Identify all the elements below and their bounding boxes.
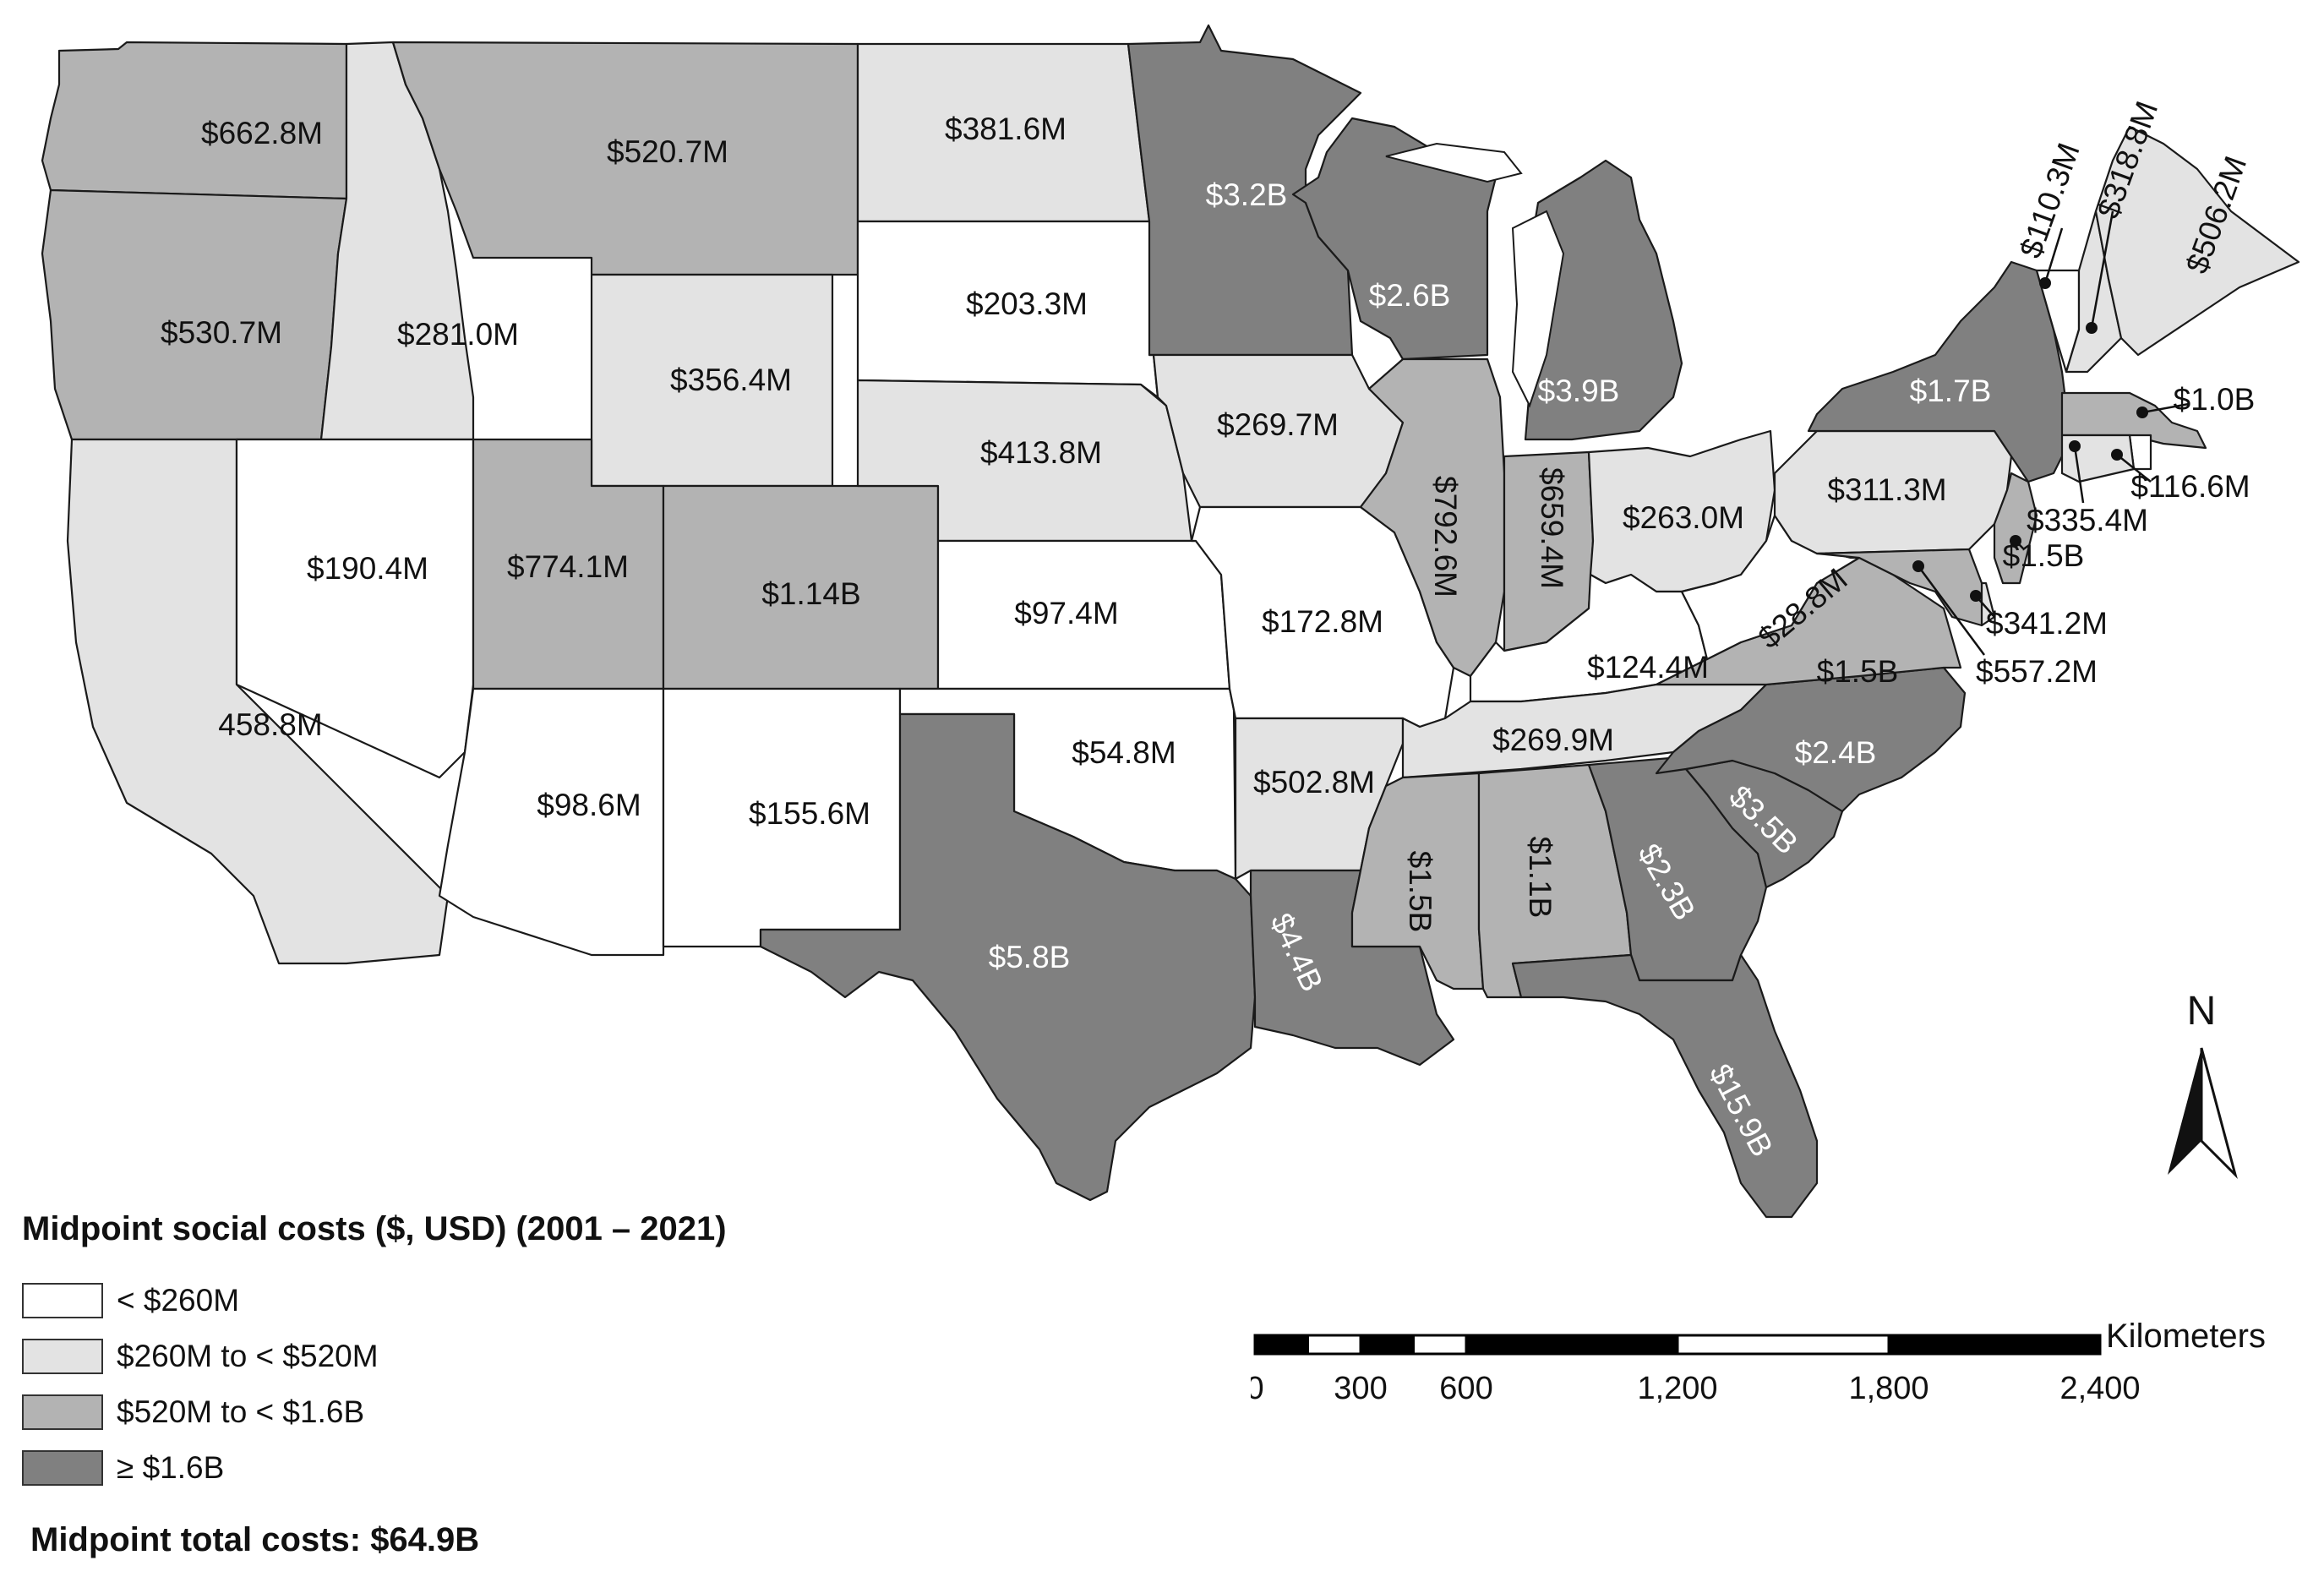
legend-swatch xyxy=(22,1394,103,1430)
state-label-ar: $502.8M xyxy=(1253,765,1375,799)
state-label-mi: $3.9B xyxy=(1538,374,1620,408)
state-label-tn: $269.9M xyxy=(1492,723,1614,757)
leader-line-vt xyxy=(2043,227,2064,284)
state-label-md: $557.2M xyxy=(1976,654,2098,689)
state-label-al: $1.1B xyxy=(1523,837,1558,919)
state-label-sd: $203.3M xyxy=(966,286,1088,321)
state-label-ok: $54.8M xyxy=(1072,735,1176,770)
state-label-ia: $269.7M xyxy=(1217,407,1339,442)
us-choropleth-map: $662.8M $530.7M 458.8M $281.0M $190.4M $520.7… xyxy=(41,24,2300,1219)
leader-dot-ma xyxy=(2136,407,2148,418)
state-label-mt: $520.7M xyxy=(607,134,728,169)
legend-item: ≥ $1.6B xyxy=(22,1448,224,1488)
lake-1 xyxy=(1385,142,1523,183)
scale-bar-tick: 1,800 xyxy=(1848,1371,1928,1406)
state-label-va: $1.5B xyxy=(1817,654,1899,689)
state-nc xyxy=(1655,666,1967,813)
state-label-mo: $172.8M xyxy=(1262,604,1383,639)
state-il xyxy=(1359,357,1506,678)
state-label-ks: $97.4M xyxy=(1014,596,1118,630)
legend-label: $520M to < $1.6B xyxy=(117,1394,365,1429)
state-nj xyxy=(1993,472,2038,585)
legend-item: $260M to < $520M xyxy=(22,1336,379,1377)
state-label-ms: $1.5B xyxy=(1403,851,1437,933)
leader-line-ct xyxy=(2073,445,2085,504)
state-label-ri: $116.6M xyxy=(2130,469,2250,504)
scale-bar-tick: 0 xyxy=(1251,1371,1264,1406)
legend-swatch xyxy=(22,1450,103,1486)
state-label-wa: $662.8M xyxy=(201,116,323,150)
state-label-vt: $110.3M xyxy=(2013,139,2087,263)
state-label-mn: $3.2B xyxy=(1206,177,1288,212)
leader-line-ma xyxy=(2141,402,2190,414)
state-label-il: $792.6M xyxy=(1428,476,1463,598)
legend-item: $520M to < $1.6B xyxy=(22,1392,364,1432)
state-md xyxy=(1815,548,1983,627)
leader-dot-de xyxy=(1970,590,1982,602)
state-label-wy: $356.4M xyxy=(670,363,792,397)
state-label-ky: $124.4M xyxy=(1587,650,1709,685)
leader-dot-nh xyxy=(2086,322,2098,334)
state-label-az: $98.6M xyxy=(537,788,641,822)
leader-dot-nj xyxy=(2010,535,2021,547)
state-label-nj: $1.5B xyxy=(2003,538,2085,573)
scale-bar-tick: 1,200 xyxy=(1637,1371,1717,1406)
scale-bar-segment xyxy=(1887,1334,2102,1356)
leader-line-nh xyxy=(2090,210,2114,329)
state-wi xyxy=(1291,117,1498,361)
scale-bar-segment xyxy=(1412,1334,1468,1356)
total-costs-text: Midpoint total costs: $64.9B xyxy=(30,1521,480,1558)
state-me xyxy=(2094,125,2300,357)
state-label-or: $530.7M xyxy=(161,315,282,350)
legend-item: < $260M xyxy=(22,1280,239,1321)
state-label-ct: $335.4M xyxy=(2027,503,2148,537)
leader-dot-ct xyxy=(2069,440,2081,452)
state-label-ny: $1.7B xyxy=(1910,374,1992,408)
scale-bar-unit: Kilometers xyxy=(2106,1318,2266,1355)
leader-line-ri xyxy=(2116,454,2152,483)
north-arrow-icon: N xyxy=(2168,989,2238,1180)
legend-label: ≥ $1.6B xyxy=(117,1450,225,1485)
leader-dot-ri xyxy=(2111,449,2123,461)
state-ca xyxy=(66,438,450,965)
scale-bar-segment xyxy=(1465,1334,1679,1356)
leader-line-md xyxy=(1917,565,1986,656)
state-label-nm: $155.6M xyxy=(749,796,870,831)
state-label-nv: $190.4M xyxy=(307,551,428,586)
state-label-ma: $1.0B xyxy=(2174,382,2256,417)
state-label-nc: $2.4B xyxy=(1795,735,1877,770)
scale-bar-tick: 300 xyxy=(1334,1371,1387,1406)
state-label-id: $281.0M xyxy=(397,317,519,352)
state-label-wi: $2.6B xyxy=(1369,278,1451,313)
state-tx xyxy=(759,712,1257,1202)
leader-dot-vt xyxy=(2039,277,2051,289)
state-fl xyxy=(1511,953,1819,1219)
north-label: N xyxy=(2187,989,2217,1034)
scale-bar-tick: 2,400 xyxy=(2059,1371,2140,1406)
state-label-co: $1.14B xyxy=(761,576,860,611)
state-label-ut: $774.1M xyxy=(507,549,629,584)
legend-swatch xyxy=(22,1283,103,1318)
state-label-ca: 458.8M xyxy=(218,707,322,742)
legend-label: < $260M xyxy=(117,1283,240,1318)
scale-bar-segment xyxy=(1359,1334,1415,1356)
scale-bar-segment xyxy=(1253,1334,1309,1356)
state-label-in: $659.4M xyxy=(1535,467,1569,589)
scale-bar: Kilometers 0 300 600 1,200 1,800 2,400 xyxy=(1251,1318,2266,1406)
scale-bar-segment xyxy=(1676,1334,1890,1356)
state-label-pa: $311.3M xyxy=(1827,472,1946,507)
legend-swatch xyxy=(22,1339,103,1374)
legend-title: Midpoint social costs ($, USD) (2001 – 2… xyxy=(22,1210,727,1247)
legend-label: $260M to < $520M xyxy=(117,1339,379,1373)
state-label-de: $341.2M xyxy=(1986,606,2108,641)
state-label-oh: $263.0M xyxy=(1623,500,1744,535)
state-label-tx: $5.8B xyxy=(989,940,1071,974)
lake-0 xyxy=(1511,210,1565,408)
state-label-nd: $381.6M xyxy=(945,112,1067,146)
state-label-ne: $413.8M xyxy=(980,435,1102,470)
scale-bar-tick: 600 xyxy=(1439,1371,1492,1406)
leader-dot-md xyxy=(1912,560,1924,572)
scale-bar-segment xyxy=(1307,1334,1362,1356)
